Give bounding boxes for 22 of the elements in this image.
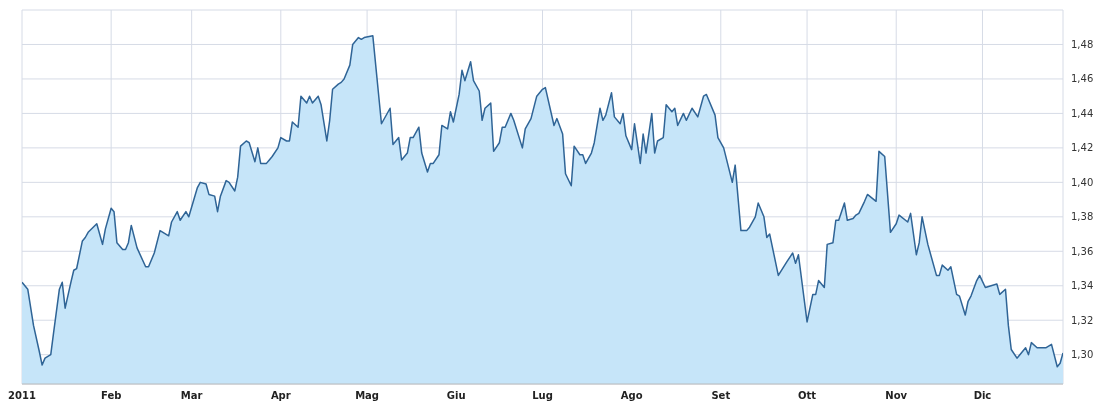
x-tick-label: Apr xyxy=(270,390,291,402)
x-tick-label: 2011 xyxy=(8,390,36,402)
x-tick-label: Lug xyxy=(532,390,553,402)
x-tick-label: Set xyxy=(711,390,731,402)
y-tick-label: 1,38 xyxy=(1071,211,1094,223)
x-tick-label: Ott xyxy=(798,390,817,402)
y-tick-label: 1,44 xyxy=(1071,107,1094,119)
y-tick-label: 1,34 xyxy=(1071,280,1094,292)
x-tick-label: Dic xyxy=(973,390,992,402)
y-tick-label: 1,46 xyxy=(1071,73,1094,85)
x-tick-label: Giu xyxy=(446,390,466,402)
x-tick-label: Mag xyxy=(355,390,380,402)
x-tick-label: Mar xyxy=(180,390,203,402)
y-tick-label: 1,36 xyxy=(1071,245,1094,257)
y-tick-label: 1,48 xyxy=(1071,39,1094,51)
y-tick-label: 1,40 xyxy=(1071,176,1094,188)
y-tick-label: 1,42 xyxy=(1071,142,1094,154)
x-tick-label: Feb xyxy=(100,390,122,402)
x-tick-label: Nov xyxy=(885,390,908,402)
x-tick-label: Ago xyxy=(620,390,643,402)
y-tick-label: 1,30 xyxy=(1071,349,1094,361)
y-tick-label: 1,32 xyxy=(1071,314,1094,326)
